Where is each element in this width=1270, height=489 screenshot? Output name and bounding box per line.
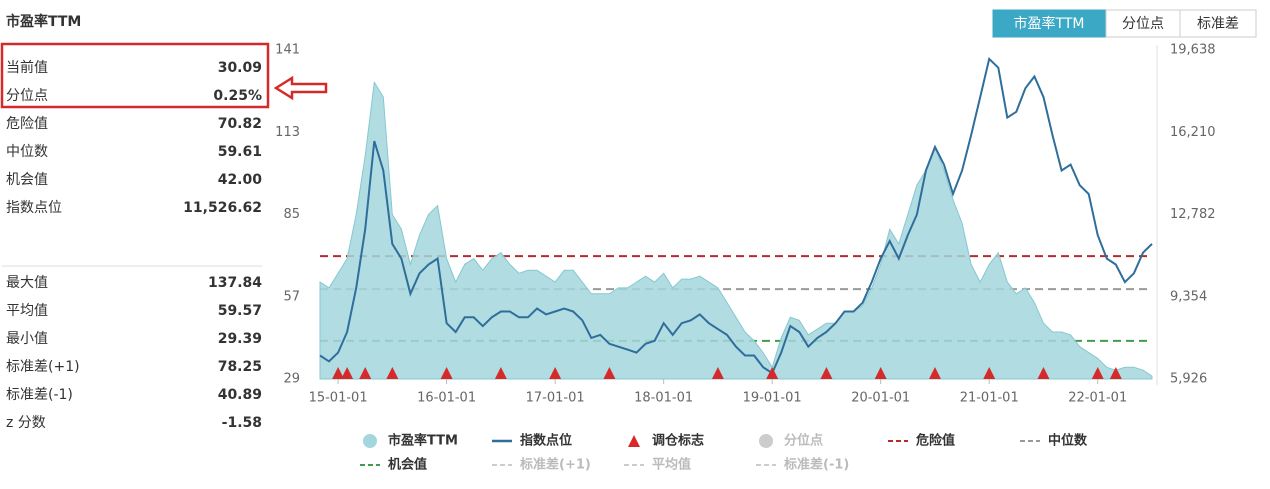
marker	[1091, 367, 1104, 379]
tab[interactable]	[1179, 9, 1257, 38]
marker	[603, 367, 616, 379]
legend-label[interactable]: 危险值	[916, 433, 955, 449]
marker	[928, 367, 941, 379]
tab[interactable]	[992, 9, 1107, 38]
stat-value: 0.25%	[213, 88, 262, 104]
stat-value: 29.39	[218, 331, 262, 347]
legend-label[interactable]: 中位数	[1048, 433, 1088, 449]
stat-label: 标准差(-1)	[6, 387, 73, 403]
stat-label: 机会值	[6, 172, 48, 188]
stat-label: z 分数	[6, 415, 46, 431]
stat-value: 59.61	[218, 144, 262, 160]
legend-icon	[628, 435, 640, 447]
y-tick-label: 57	[283, 289, 300, 304]
legend-label[interactable]: 市盈率TTM	[388, 433, 458, 449]
stat-label: 标准差(+1)	[6, 359, 80, 375]
y2-tick-label: 9,354	[1170, 289, 1207, 304]
marker	[766, 367, 779, 379]
y2-tick-label: 19,638	[1170, 43, 1216, 58]
y-tick-label: 29	[283, 372, 300, 387]
arrow	[273, 75, 328, 101]
legend-label[interactable]: 分位点	[784, 433, 823, 449]
marker	[440, 367, 453, 379]
legend-icon	[363, 434, 377, 448]
tab-label[interactable]: 分位点	[1122, 16, 1164, 32]
x-tick-label: 21-01-01	[960, 391, 1019, 406]
marker	[386, 367, 399, 379]
marker	[820, 367, 833, 379]
marker	[494, 367, 507, 379]
stat-value: 42.00	[218, 172, 263, 188]
legend-label[interactable]: 标准差(-1)	[783, 457, 849, 473]
y-tick-label: 141	[275, 43, 300, 58]
stat-label: 分位点	[6, 88, 48, 104]
marker	[332, 367, 345, 379]
x-tick-label: 20-01-01	[851, 391, 910, 406]
stat-value: 137.84	[208, 275, 262, 291]
tab-label[interactable]: 标准差	[1197, 16, 1239, 32]
y2-tick-label: 16,210	[1170, 125, 1216, 140]
y2-tick-label: 12,782	[1170, 207, 1216, 222]
marker	[359, 367, 372, 379]
panel-title: 市盈率TTM	[6, 13, 81, 30]
highlight-box	[0, 42, 270, 109]
stat-label: 最大值	[6, 275, 48, 291]
stat-value: 59.57	[218, 303, 262, 319]
legend-icon	[759, 434, 773, 448]
marker	[549, 367, 562, 379]
x-tick-label: 22-01-01	[1068, 391, 1127, 406]
stat-value: 78.25	[218, 359, 262, 375]
stat-label: 平均值	[6, 303, 48, 319]
stat-value: -1.58	[222, 415, 262, 431]
y-tick-label: 85	[283, 207, 300, 222]
x-tick-label: 19-01-01	[743, 391, 802, 406]
legend-label[interactable]: 指数点位	[520, 433, 572, 449]
x-tick-label: 17-01-01	[526, 391, 585, 406]
marker	[983, 367, 996, 379]
stat-label: 危险值	[6, 116, 48, 132]
stat-label: 最小值	[6, 331, 48, 347]
area	[319, 80, 1153, 380]
stat-value: 70.82	[218, 116, 262, 132]
x-tick-label: 18-01-01	[634, 391, 693, 406]
marker	[1109, 367, 1122, 379]
y-tick-label: 113	[275, 125, 300, 140]
legend-label[interactable]: 标准差(+1)	[519, 457, 591, 473]
marker	[341, 367, 354, 379]
stat-value: 30.09	[218, 60, 262, 76]
x-tick-label: 15-01-01	[309, 391, 368, 406]
legend-label[interactable]: 机会值	[388, 457, 427, 473]
line	[319, 56, 1153, 375]
legend-label[interactable]: 平均值	[652, 457, 691, 473]
stat-label: 中位数	[6, 144, 48, 160]
stat-value: 11,526.62	[183, 200, 262, 216]
stat-label: 指数点位	[6, 200, 62, 216]
x-tick-label: 16-01-01	[417, 391, 476, 406]
y2-tick-label: 5,926	[1170, 372, 1207, 387]
marker	[874, 367, 887, 379]
tab-label[interactable]: 市盈率TTM	[1014, 15, 1085, 32]
legend-label[interactable]: 调仓标志	[652, 433, 704, 449]
marker	[1037, 367, 1050, 379]
marker	[711, 367, 724, 379]
stat-label: 当前值	[6, 59, 48, 76]
stat-value: 40.89	[218, 387, 262, 403]
